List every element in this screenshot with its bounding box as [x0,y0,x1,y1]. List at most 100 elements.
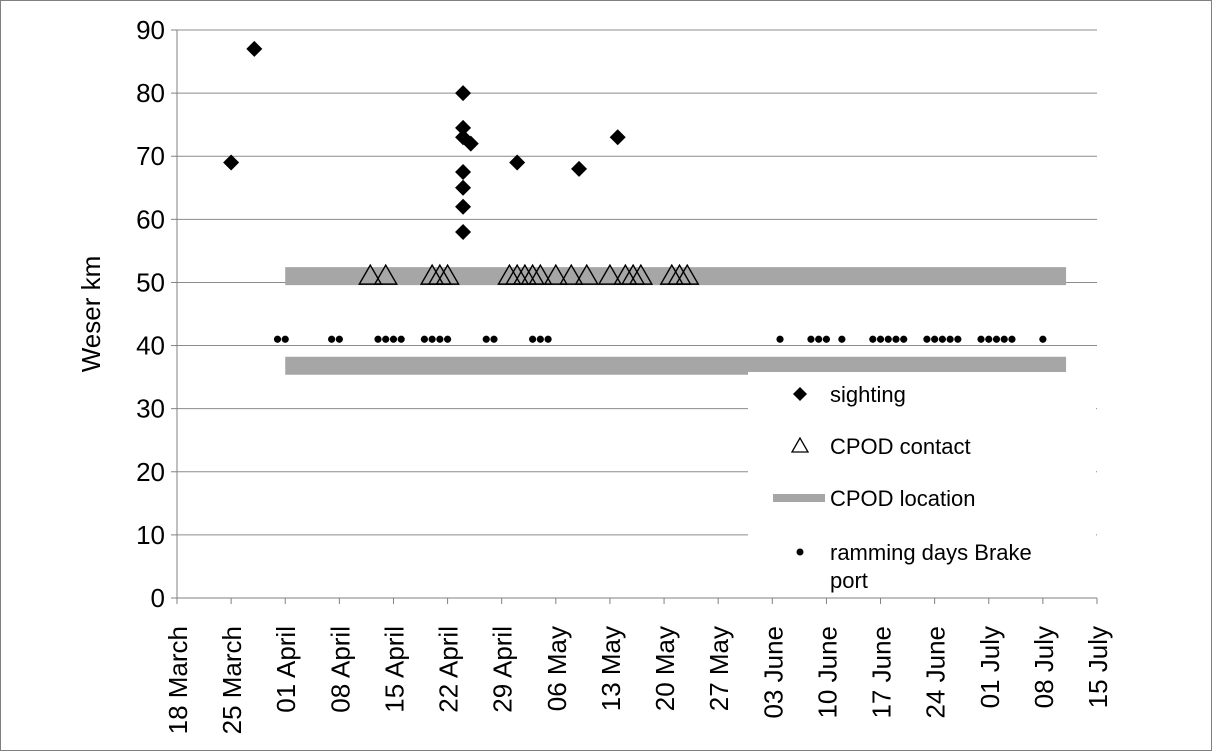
cpod-contact-point [358,263,383,285]
ramming-day-point [420,335,428,343]
ramming-day-point [389,335,398,343]
legend-marker-sighting [793,387,807,401]
legend-label: sighting [830,382,906,407]
x-tick-label: 18 March [163,626,193,734]
ramming-day-point [954,335,962,343]
x-tick-label: 27 May [704,626,734,711]
x-tick-labels: 18 March 25 March 01 April 08 April 15 April… [163,626,1113,734]
y-tick-label: 80 [136,78,165,108]
ramming-day-point [938,335,946,343]
sighting-point [455,85,472,102]
y-tick-label: 50 [136,267,165,297]
ramming-day-point [490,335,498,343]
sighting-point [455,119,472,136]
sighting-point [455,164,472,180]
x-tick-label: 08 July [1029,626,1059,708]
ramming-day-point [436,335,444,343]
ramming-day-point [946,335,954,343]
x-tick-label: 15 April [379,626,409,713]
cpod-contact-point [628,263,654,285]
ramming-day-point [869,335,877,343]
y-tick-label: 0 [151,583,165,613]
ramming-day-point [273,335,282,343]
legend-label: CPOD contact [830,434,971,459]
x-tick-label: 01 April [271,626,301,713]
ramming-day-point [977,335,985,343]
legend-box [748,372,1096,597]
ramming-day-point [807,335,815,343]
ramming-day-point [281,335,289,343]
ramming-day-point [892,335,900,343]
sighting-point [455,198,472,215]
cpod-location-band [285,356,1067,375]
ramming-day-point [536,335,544,343]
ramming-day-point [374,335,382,343]
cpod-contact-point [528,263,553,285]
y-tick-label: 60 [136,204,165,234]
x-tick-label: 29 April [488,626,518,713]
ramming-day-point [815,335,823,343]
y-tick-label: 70 [136,141,165,171]
x-tick-label: 15 July [1083,626,1113,708]
data-marks [223,40,1047,343]
ramming-day-point [382,335,390,343]
x-tick-label: 25 March [217,626,247,734]
ramming-day-point [1039,335,1047,343]
legend-marker-cpod-contact [790,436,810,453]
sighting-point [571,160,588,177]
ramming-day-point [822,335,831,343]
cpod-contact-point [373,263,398,285]
ramming-day-point [884,335,892,343]
x-tick-label: 17 June [867,626,897,719]
cpod-location-bands [285,267,1067,375]
y-axis-label: Weser km [76,256,106,373]
cpod-contact-point [543,263,569,285]
x-tick-label: 03 June [758,626,788,719]
ramming-day-point [1008,335,1016,343]
y-tick-label: 10 [136,520,165,550]
ramming-day-point [443,335,452,343]
cpod-contact-point [559,263,584,285]
y-tick-label: 20 [136,457,165,487]
x-tick-label: 20 May [650,626,680,711]
ramming-day-point [776,335,784,343]
legend: sighting CPOD contact CPOD location ramming… [748,372,1096,597]
y-tick-labels: 0 10 20 30 40 50 60 70 80 90 [136,15,165,613]
ramming-day-point [397,335,405,343]
x-tick-label: 06 May [542,626,572,711]
ramming-day-point [1000,335,1008,343]
y-tick-label: 40 [136,331,165,361]
sighting-point [462,135,479,152]
sighting-point [455,179,472,196]
ramming-day-point [923,335,931,343]
sighting-point [455,223,472,240]
legend-label: ramming days Brake port [830,540,1032,593]
sighting-point [223,154,240,171]
legend-marker-cpod-location [773,494,825,502]
axes [171,29,1098,604]
sighting-point [609,129,626,146]
ramming-day-point [876,335,885,343]
x-tick-label: 01 July [975,626,1005,708]
x-tick-label: 24 June [921,626,951,719]
x-tick-label: 13 May [596,626,626,711]
ramming-day-point [900,335,908,343]
x-tick-label: 08 April [325,626,355,713]
ramming-day-point [992,335,1001,343]
ramming-day-point [838,335,846,343]
sighting-point [509,154,526,171]
ramming-day-point [335,335,343,343]
ramming-day-point [428,335,436,343]
sighting-point [246,40,263,57]
ramming-day-point [529,335,537,343]
cpod-contact-point [435,263,460,285]
ramming-day-point [985,335,993,343]
cpod-contact-point [675,263,700,285]
y-tick-label: 90 [136,15,165,45]
cpod-contact-point [597,263,623,285]
ramming-day-point [482,335,490,343]
cpod-location-band [285,267,1067,286]
x-tick-label: 22 April [434,626,464,713]
ramming-day-point [931,335,939,343]
